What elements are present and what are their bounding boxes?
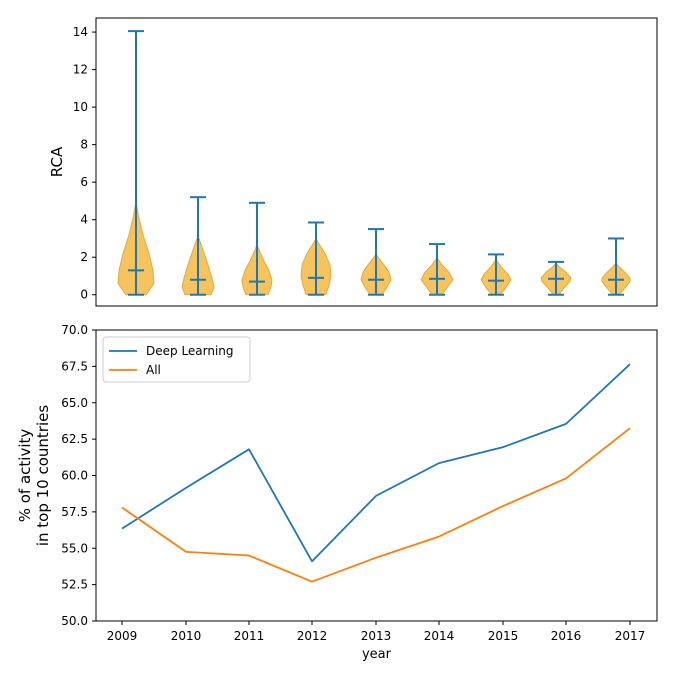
line-ytick-label: 60.0 — [61, 469, 88, 483]
violin-ytick-label: 0 — [80, 288, 88, 302]
violin-ytick-label: 14 — [73, 25, 88, 39]
line-ytick-label: 50.0 — [61, 614, 88, 628]
legend: Deep Learning All — [102, 336, 251, 383]
line-ytick-label: 70.0 — [61, 323, 88, 337]
violin-ytick-label: 6 — [80, 175, 88, 189]
line-xtick-label: 2009 — [107, 629, 138, 643]
line-ylabel-line: in top 10 countries — [34, 405, 52, 547]
line-axes-frame — [95, 329, 658, 622]
violin-ytick-label: 8 — [80, 138, 88, 152]
line-panel: 50.0 52.5 55.0 57.5 60.0 62.5 65.0 67.5 70.0 2009… — [16, 323, 658, 662]
line-ytick-label: 52.5 — [61, 578, 88, 592]
line-xtick-label: 2013 — [361, 629, 392, 643]
violin-ytick-label: 4 — [80, 213, 88, 227]
line-xlabel: year — [362, 647, 392, 662]
line-ylabel-line: % of activity — [16, 429, 34, 523]
line-xtick-label: 2010 — [171, 629, 202, 643]
violin-ytick-label: 12 — [73, 63, 88, 77]
line-series-deep-learning — [121, 363, 631, 563]
violin-ylabel: RCA — [48, 146, 66, 177]
violin-axes-frame — [95, 17, 658, 307]
violin-ytick-label: 10 — [73, 100, 88, 114]
line-xtick-label: 2015 — [488, 629, 519, 643]
violin-ytick-label: 2 — [80, 250, 88, 264]
line-ytick-label: 65.0 — [61, 396, 88, 410]
line-series-all — [121, 427, 631, 583]
legend-label-deep-learning: Deep Learning — [146, 344, 234, 358]
line-xtick-label: 2012 — [297, 629, 328, 643]
legend-box — [102, 336, 251, 383]
line-ytick-label: 67.5 — [61, 359, 88, 373]
line-xtick-label: 2011 — [234, 629, 265, 643]
line-xtick-label: 2014 — [424, 629, 455, 643]
line-xtick-label: 2016 — [551, 629, 582, 643]
line-xtick-label: 2017 — [615, 629, 646, 643]
line-ylabel: % of activityin top 10 countries — [16, 405, 52, 547]
violin-panel: 0 2 4 6 8 10 12 14 RCA — [48, 17, 658, 307]
line-ytick-label: 57.5 — [61, 505, 88, 519]
line-ytick-label: 55.0 — [61, 541, 88, 555]
line-ytick-label: 62.5 — [61, 432, 88, 446]
legend-label-all: All — [146, 363, 161, 377]
